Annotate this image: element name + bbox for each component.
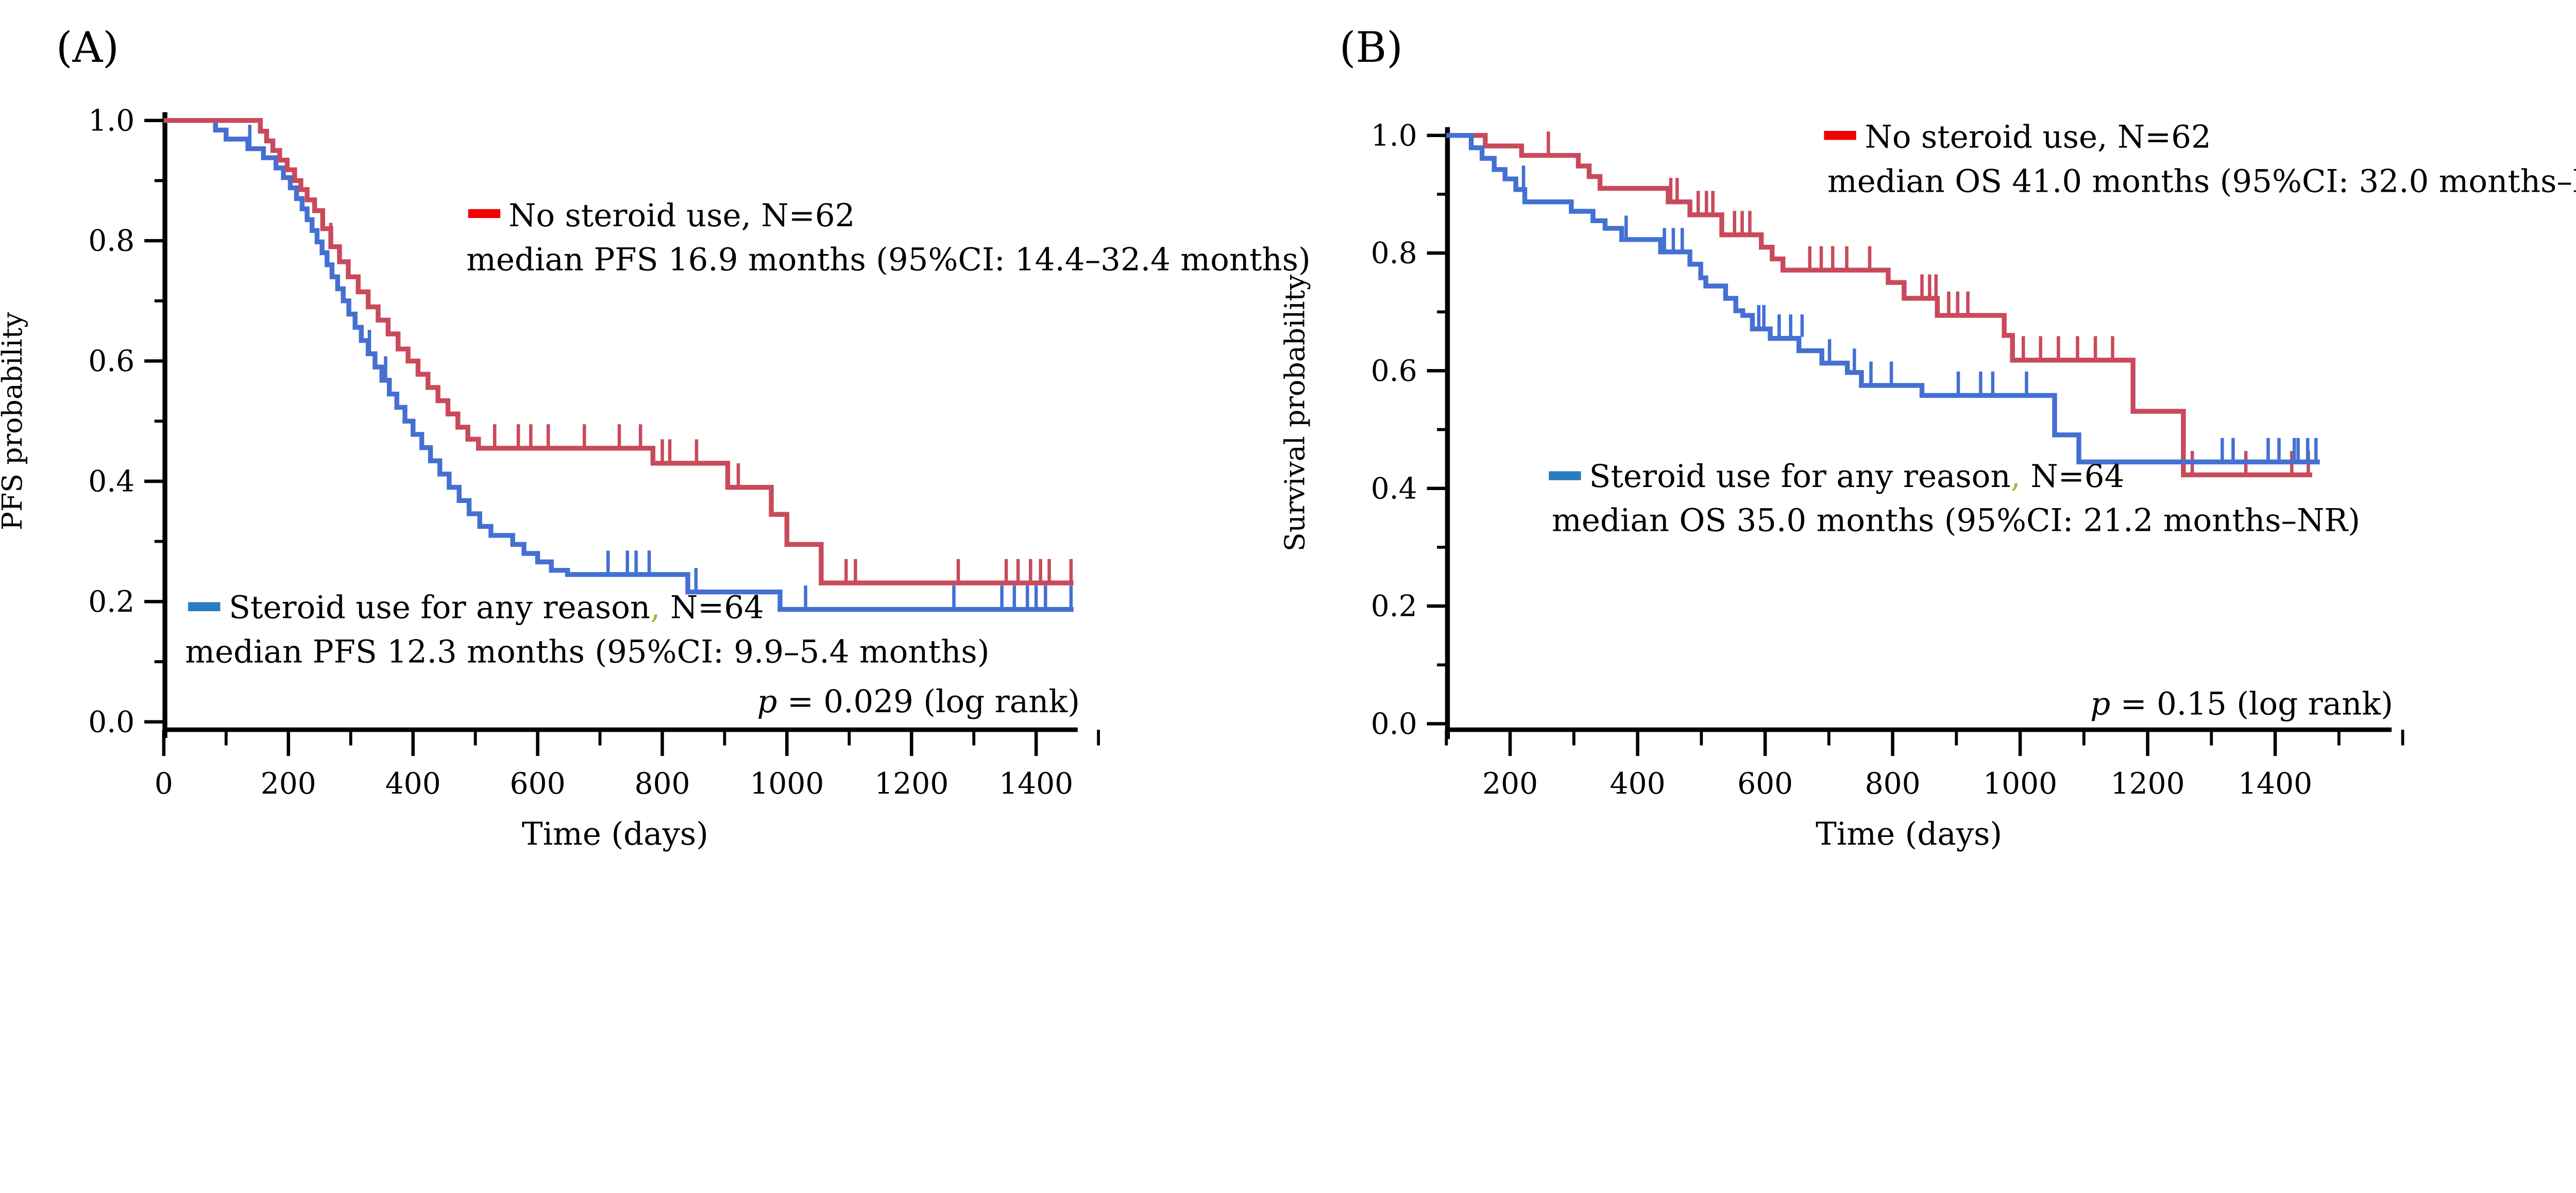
x-tick-label: 600 (510, 767, 566, 801)
blue-legend-line1-n: N=64 (660, 590, 764, 626)
red-legend-line1: No steroid use, N=62 (509, 197, 855, 234)
km-curve-blue (1446, 133, 2320, 465)
panel-a-x-axis-title: Time (days) (522, 816, 708, 852)
y-tick-label: 0.8 (88, 224, 134, 258)
x-tick-label: 1200 (2111, 767, 2185, 801)
y-tick-label: 0.4 (1371, 472, 1417, 506)
panel-a-legend-blue: Steroid use for any reason, N=64 median … (185, 590, 989, 670)
y-tick-label: 0.4 (88, 465, 134, 499)
panel-b-y-axis-title: Survival probability (1279, 274, 1311, 551)
km-curve-red (1446, 133, 2312, 478)
x-tick-label: 800 (634, 767, 690, 801)
x-tick-label: 1000 (750, 767, 824, 801)
y-tick-label: 0.8 (1371, 237, 1417, 271)
y-tick-label: 0.2 (1371, 590, 1417, 624)
blue-legend-line2: median OS 35.0 months (95%CI: 21.2 month… (1552, 502, 2360, 539)
x-tick-label: 1400 (999, 767, 1073, 801)
y-tick-label: 0.6 (88, 344, 134, 378)
red-legend-line1: No steroid use, N=62 (1865, 119, 2211, 156)
x-tick-label: 800 (1865, 767, 1921, 801)
y-tick-label: 1.0 (88, 104, 134, 138)
green-comma: , (650, 590, 660, 626)
panel-b-x-axis-title: Time (days) (1816, 816, 2002, 852)
blue-legend-line1: Steroid use for any reason, N=64 (229, 590, 764, 626)
blue-legend-line1-text: Steroid use for any reason (229, 590, 650, 626)
blue-legend-line1-n: N=64 (2021, 458, 2124, 495)
blue-legend-line1-text: Steroid use for any reason (1589, 458, 2011, 495)
km-figure-wrapper: (A) PFS probability Time (days) 1.0 0.8 0.… (0, 23, 2576, 852)
panel-b-p-value: p = 0.15 (log rank) (2090, 685, 2393, 722)
red-legend-line2: median PFS 16.9 months (95%CI: 14.4–32.4… (466, 242, 1311, 278)
x-tick-label: 1400 (2238, 767, 2312, 801)
y-tick-label: 0.0 (88, 705, 134, 739)
x-tick-label: 1200 (874, 767, 948, 801)
panel-b: (B) Survival probability Time (days) 1.0… (1279, 24, 2576, 852)
km-curve-red (163, 117, 1074, 585)
p-symbol: p (2090, 685, 2110, 722)
x-tick-label: 400 (385, 767, 441, 801)
x-tick-label: 1000 (1983, 767, 2057, 801)
blue-legend-line1: Steroid use for any reason, N=64 (1589, 458, 2125, 495)
km-curve-blue (163, 117, 1074, 612)
blue-legend-line2: median PFS 12.3 months (95%CI: 9.9–5.4 m… (185, 633, 989, 670)
x-tick-label: 600 (1737, 767, 1793, 801)
panel-b-letter: (B) (1340, 24, 1403, 72)
y-tick-label: 1.0 (1371, 119, 1417, 153)
km-survival-figure: (A) PFS probability Time (days) 1.0 0.8 0.… (0, 23, 2576, 852)
panel-b-legend-blue: Steroid use for any reason, N=64 median … (1549, 458, 2360, 539)
x-tick-label: 200 (261, 767, 316, 801)
panel-a-y-axis-title: PFS probability (0, 312, 28, 530)
p-value-rest: = 0.15 (log rank) (2110, 685, 2393, 722)
panel-b-legend-red: No steroid use, N=62 median OS 41.0 mont… (1824, 119, 2576, 199)
panel-a-letter: (A) (56, 24, 119, 72)
panel-a-legend-red: No steroid use, N=62 median PFS 16.9 mon… (466, 197, 1311, 278)
green-comma: , (2011, 458, 2021, 495)
panel-a-plot: 1.0 0.8 0.6 0.4 0.2 0.0 0 200 400 600 800 1000 1200 1… (88, 104, 1100, 801)
p-symbol: p (757, 683, 777, 720)
x-tick-label: 200 (1482, 767, 1538, 801)
panel-b-plot: 1.0 0.8 0.6 0.4 0.2 0.0 200 400 600 800 1000 1200 14… (1371, 119, 2404, 801)
x-tick-label: 400 (1610, 767, 1666, 801)
panel-a-p-value: p = 0.029 (log rank) (757, 683, 1080, 720)
y-tick-label: 0.6 (1371, 354, 1417, 388)
y-tick-label: 0.2 (88, 585, 134, 619)
y-tick-label: 0.0 (1371, 707, 1417, 741)
red-legend-line2: median OS 41.0 months (95%CI: 32.0 month… (1827, 163, 2576, 199)
x-tick-label: 0 (155, 767, 173, 801)
panel-a: (A) PFS probability Time (days) 1.0 0.8 0.… (0, 24, 1311, 852)
p-value-rest: = 0.029 (log rank) (777, 683, 1080, 720)
